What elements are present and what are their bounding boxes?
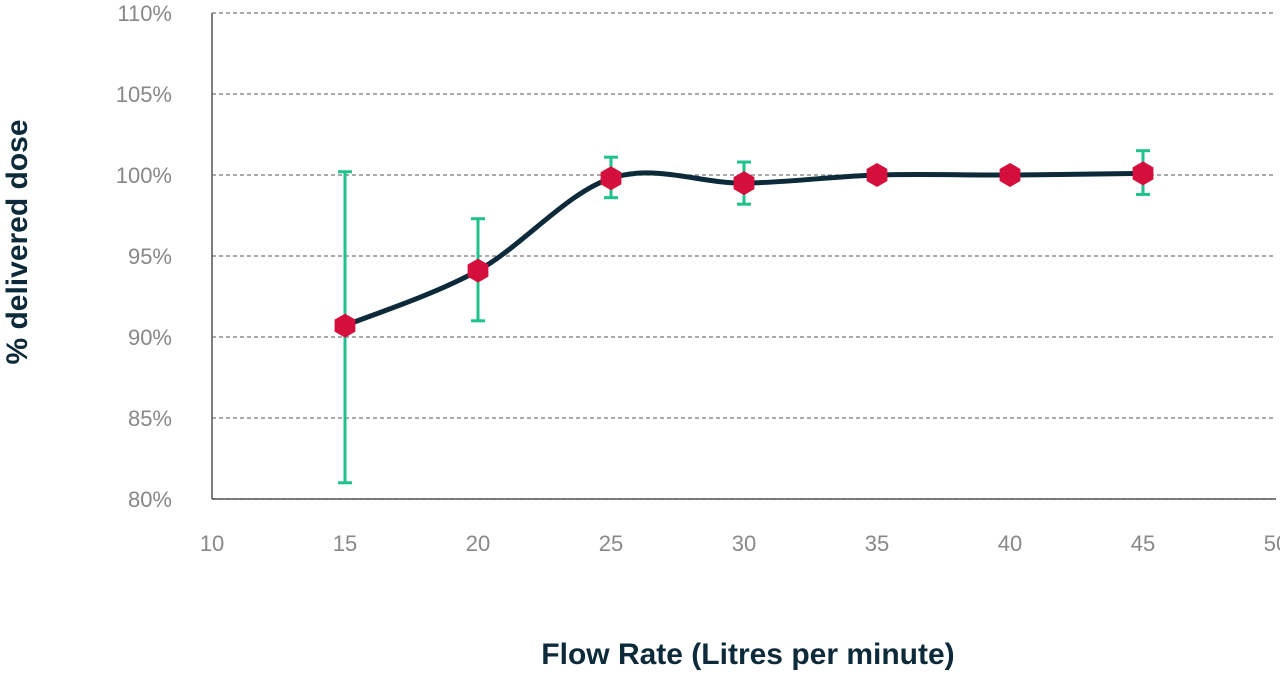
data-point — [334, 313, 356, 338]
y-tick-label: 80% — [128, 487, 172, 512]
data-point — [866, 163, 888, 187]
data-points — [334, 161, 1154, 338]
y-tick-label: 110% — [117, 1, 172, 26]
error-bars — [338, 149, 1150, 485]
y-tick-label: 95% — [128, 244, 172, 269]
y-axis-title: % delivered dose — [1, 119, 34, 364]
x-tick-label: 50 — [1264, 531, 1280, 556]
y-tick-labels: 80% 85% 90% 95% 100% 105% 110% — [116, 1, 172, 512]
x-tick-label: 30 — [732, 531, 756, 556]
y-tick-label: 105% — [116, 82, 172, 107]
data-point — [1132, 161, 1154, 186]
x-tick-label: 20 — [466, 531, 490, 556]
grid-lines — [212, 12, 1276, 500]
data-point — [733, 171, 755, 196]
y-tick-label: 85% — [128, 406, 172, 431]
x-tick-label: 40 — [998, 531, 1022, 556]
x-tick-labels: 10 15 20 25 30 35 40 45 50 — [200, 531, 1280, 556]
y-tick-label: 90% — [128, 325, 172, 350]
axes — [211, 13, 1276, 500]
data-point — [999, 163, 1021, 187]
data-point — [600, 166, 622, 191]
x-tick-label: 10 — [200, 531, 224, 556]
x-tick-label: 35 — [865, 531, 889, 556]
x-axis-title: Flow Rate (Litres per minute) — [541, 638, 954, 671]
y-tick-label: 100% — [116, 163, 172, 188]
x-tick-label: 25 — [599, 531, 623, 556]
x-tick-label: 45 — [1131, 531, 1155, 556]
x-tick-label: 15 — [333, 531, 357, 556]
data-point — [467, 258, 489, 283]
